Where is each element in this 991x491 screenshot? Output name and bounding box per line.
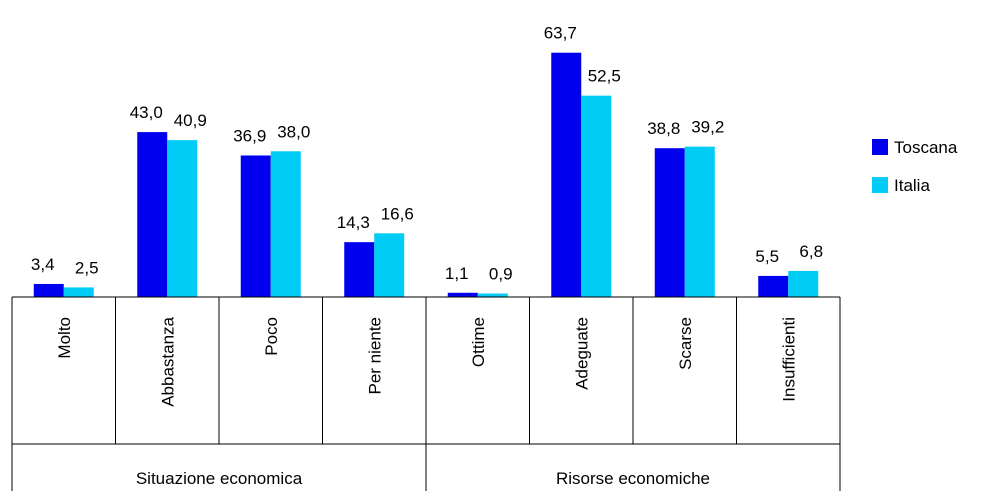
bar-toscana-scarse [654, 148, 685, 297]
category-label-ottime: Ottime [469, 317, 488, 367]
bar-toscana-insufficienti [758, 275, 789, 297]
value-label-italia-insufficienti: 6,8 [799, 242, 823, 261]
value-label-italia-poco: 38,0 [277, 122, 310, 141]
group-label-risorse-economiche: Risorse economiche [556, 469, 710, 488]
value-label-italia-scarse: 39,2 [691, 118, 724, 137]
bars-layer [33, 52, 819, 298]
legend: Toscana Italia [872, 138, 958, 195]
category-label-scarse: Scarse [676, 317, 695, 370]
category-label-poco: Poco [262, 317, 281, 356]
bar-italia-poco [270, 151, 301, 297]
bar-toscana-per-niente [344, 242, 375, 297]
legend-swatch-italia [872, 177, 888, 193]
value-label-toscana-abbastanza: 43,0 [130, 103, 163, 122]
bar-toscana-abbastanza [137, 132, 168, 297]
value-label-italia-ottime: 0,9 [489, 265, 513, 284]
bar-toscana-molto [33, 283, 64, 297]
bar-italia-molto [63, 287, 94, 297]
value-label-toscana-molto: 3,4 [31, 255, 55, 274]
value-label-toscana-scarse: 38,8 [647, 119, 680, 138]
legend-swatch-toscana [872, 139, 888, 155]
value-label-italia-molto: 2,5 [75, 258, 99, 277]
bar-italia-scarse [684, 146, 715, 297]
bar-italia-per-niente [374, 233, 405, 297]
value-label-toscana-adeguate: 63,7 [544, 24, 577, 43]
category-label-insufficienti: Insufficienti [779, 317, 798, 402]
bar-toscana-ottime [447, 292, 478, 297]
bar-italia-abbastanza [167, 140, 198, 297]
value-label-toscana-poco: 36,9 [233, 126, 266, 145]
bar-italia-adeguate [581, 95, 612, 297]
bar-italia-insufficienti [788, 270, 819, 297]
value-label-italia-adeguate: 52,5 [588, 67, 621, 86]
value-labels-layer: 3,4 2,5 43,0 40,9 36,9 38,0 14,3 16,6 1,1 0,9 63,7… [31, 24, 823, 284]
category-label-per-niente: Per niente [365, 317, 384, 395]
category-axis: Molto Abbastanza Poco Per niente Ottime Adegu… [11, 296, 841, 491]
bar-toscana-poco [240, 155, 271, 297]
category-label-molto: Molto [55, 317, 74, 359]
legend-label-italia: Italia [894, 176, 930, 195]
category-label-adeguate: Adeguate [572, 317, 591, 390]
legend-label-toscana: Toscana [894, 138, 958, 157]
value-label-toscana-insufficienti: 5,5 [755, 247, 779, 266]
value-label-toscana-per-niente: 14,3 [337, 213, 370, 232]
value-label-italia-per-niente: 16,6 [381, 204, 414, 223]
value-label-italia-abbastanza: 40,9 [174, 111, 207, 130]
bar-italia-ottime [477, 293, 508, 297]
group-label-situazione-economica: Situazione economica [136, 469, 303, 488]
bar-toscana-adeguate [551, 52, 582, 298]
category-label-abbastanza: Abbastanza [158, 316, 177, 406]
value-label-toscana-ottime: 1,1 [445, 264, 469, 283]
